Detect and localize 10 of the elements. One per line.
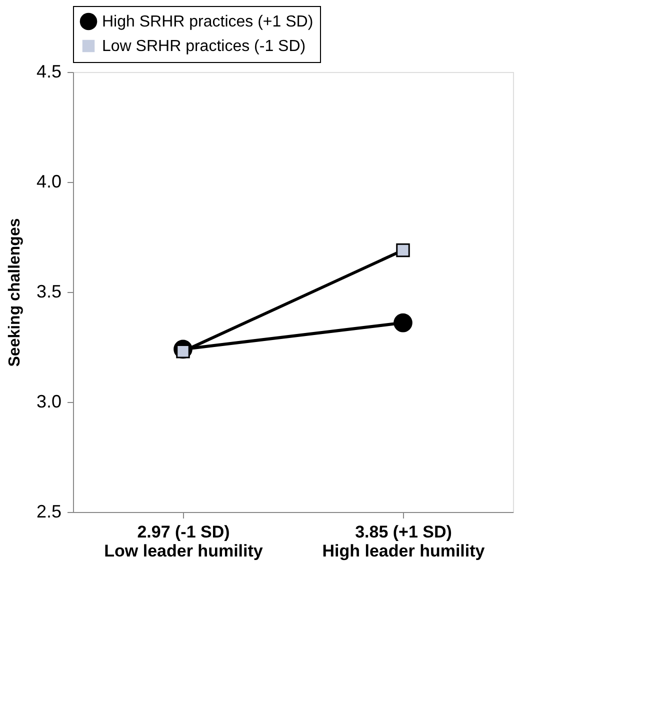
x-tick-label: 3.85 (+1 SD) High leader humility xyxy=(322,522,486,560)
y-tick-label: 2.5 xyxy=(36,502,62,522)
legend-label: High SRHR practices (+1 SD) xyxy=(102,14,314,30)
y-tick-label: 4.0 xyxy=(36,172,62,192)
x-tick-label: 2.97 (-1 SD) Low leader humility xyxy=(104,522,264,560)
y-axis-title: Seeking challenges xyxy=(6,218,24,367)
y-tick-label: 4.5 xyxy=(36,62,62,82)
y-tick-label: 3.0 xyxy=(36,392,62,412)
y-tick-label: 3.5 xyxy=(36,282,62,302)
legend-label: Low SRHR practices (-1 SD) xyxy=(102,38,306,55)
